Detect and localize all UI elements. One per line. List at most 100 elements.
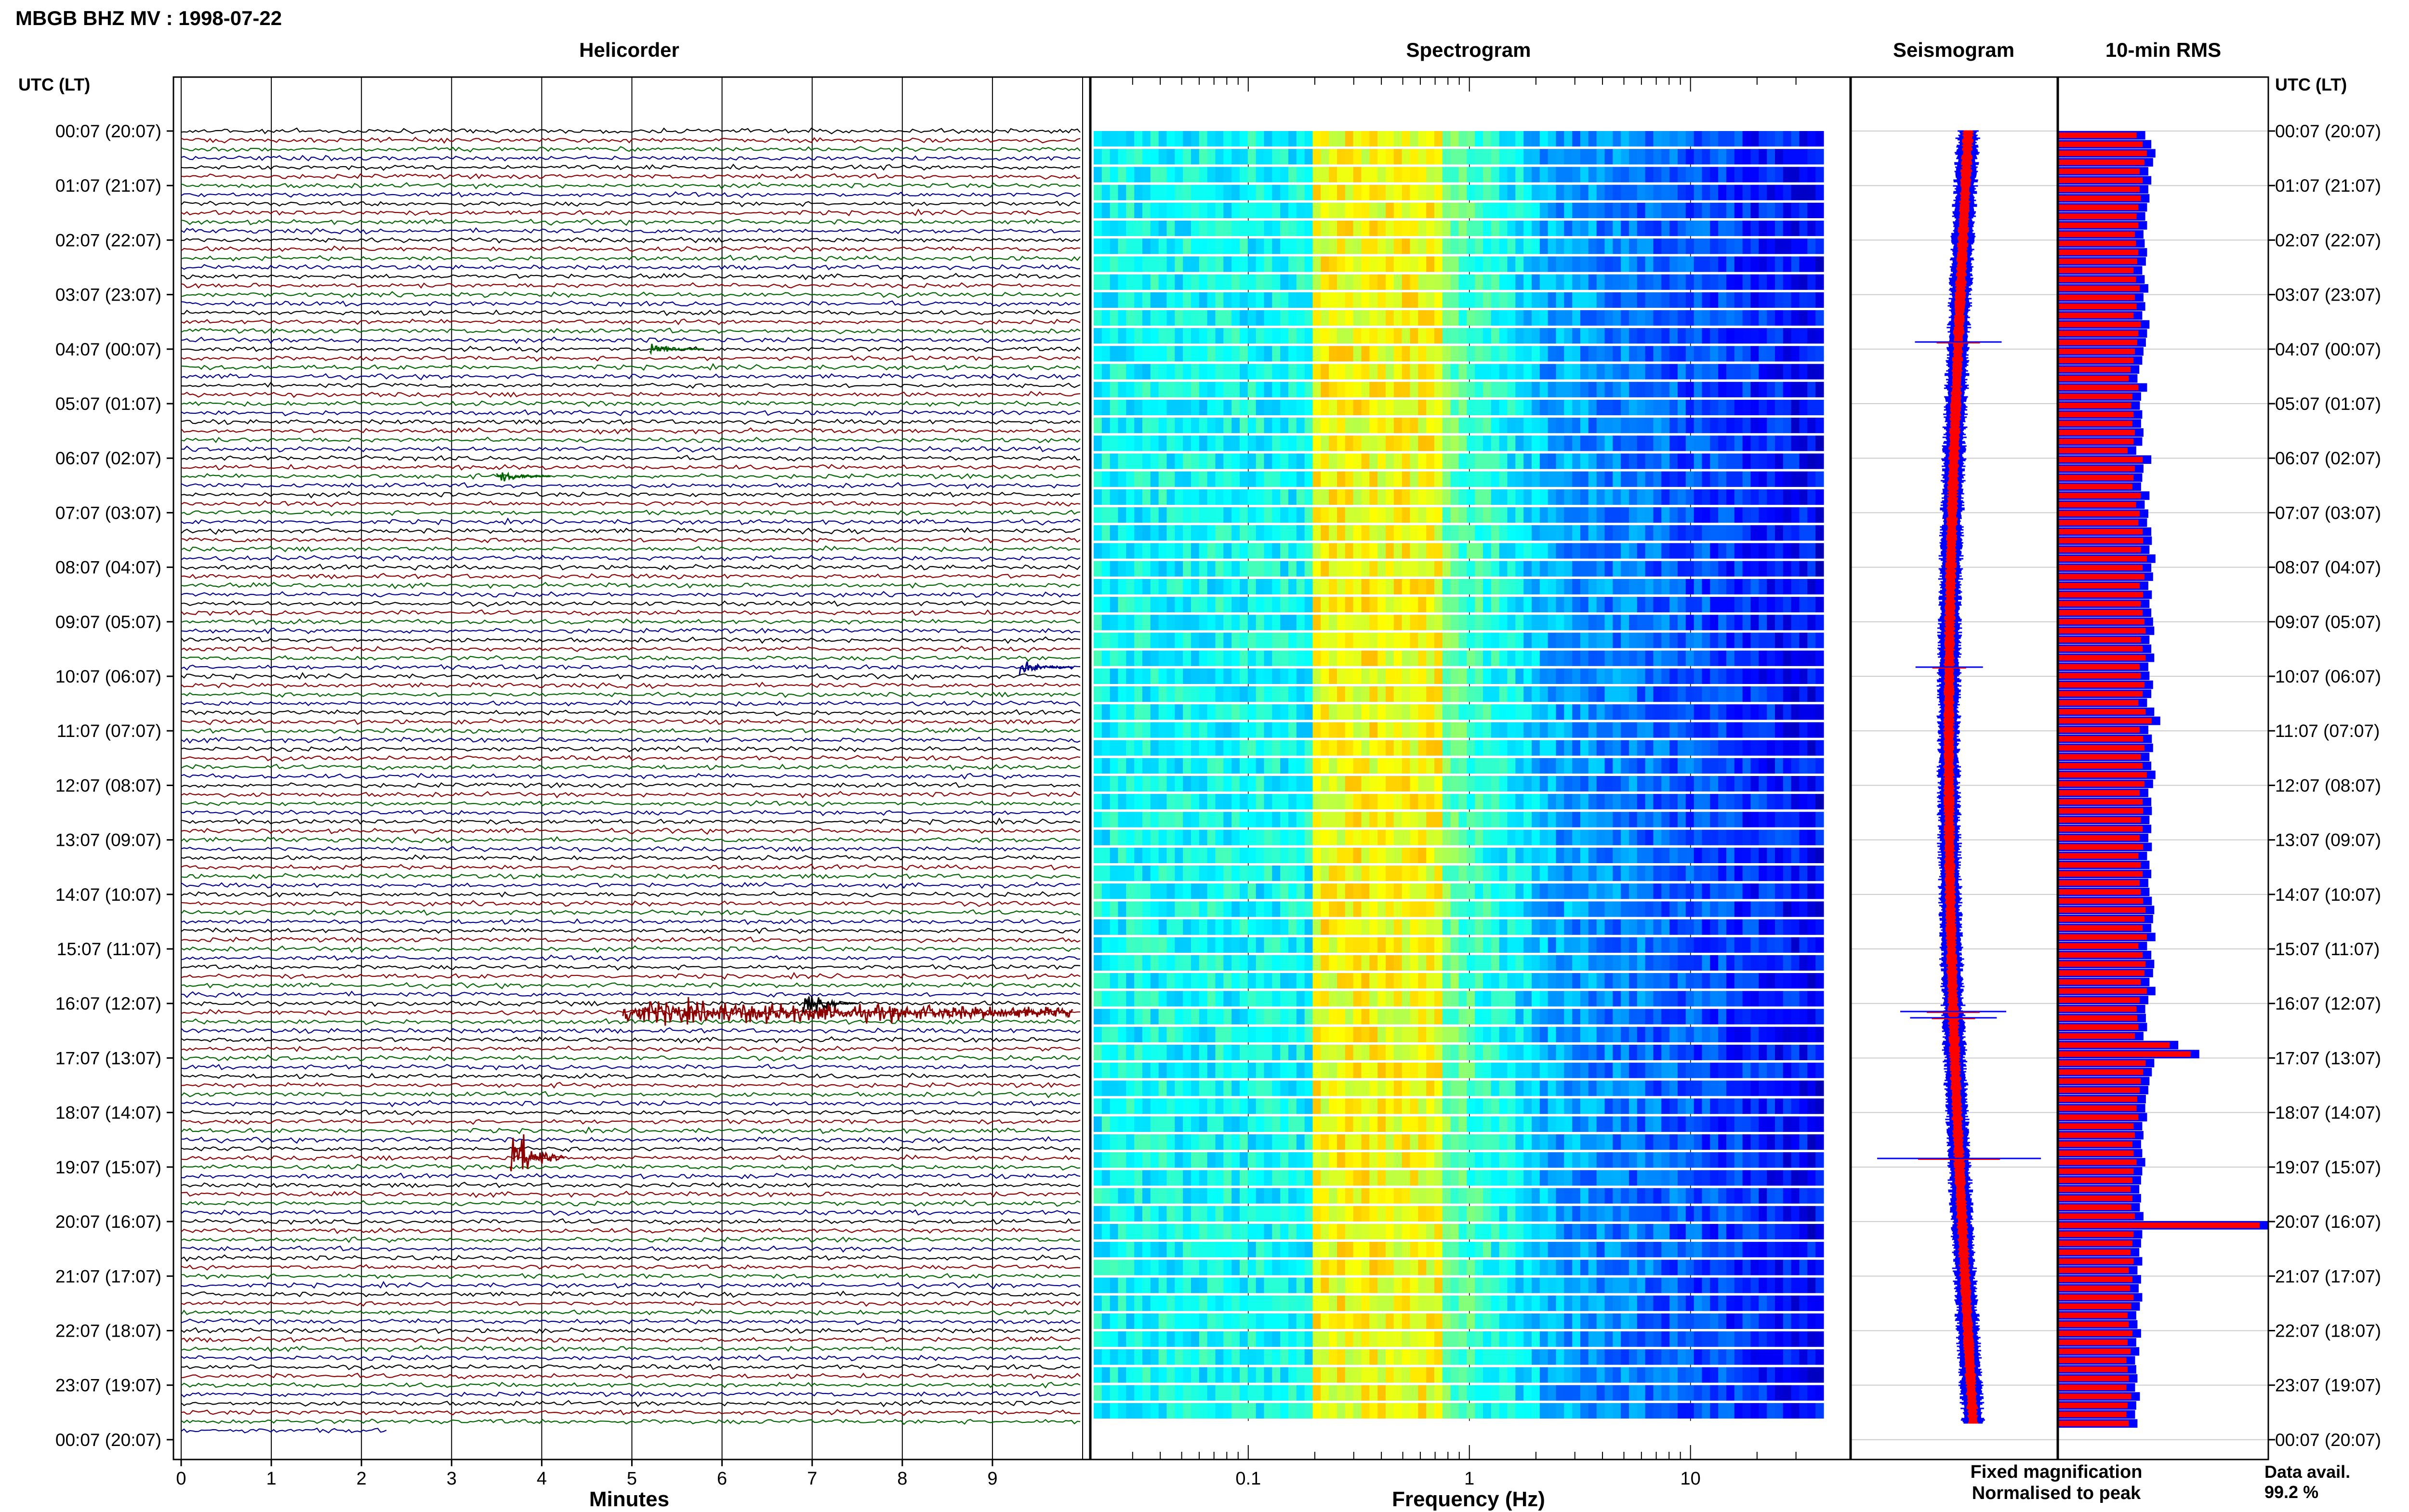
spectrogram-cell bbox=[1312, 561, 1321, 577]
spectrogram-cell bbox=[1564, 794, 1573, 810]
spectrogram-cell bbox=[1515, 686, 1524, 702]
spectrogram-cell bbox=[1361, 794, 1370, 810]
spectrogram-cell bbox=[1361, 686, 1370, 702]
spectrogram-cell bbox=[1726, 722, 1735, 738]
spectrogram-cell bbox=[1329, 686, 1337, 702]
spectrogram-cell bbox=[1791, 668, 1800, 684]
spectrogram-cell bbox=[1750, 776, 1759, 792]
spectrogram-cell bbox=[1288, 435, 1297, 451]
spectrogram-cell bbox=[1353, 256, 1362, 272]
spectrogram-cell bbox=[1767, 167, 1775, 183]
spectrogram-cell bbox=[1694, 507, 1703, 523]
spectrogram-cell bbox=[1613, 328, 1621, 344]
spectrogram-cell bbox=[1240, 184, 1248, 200]
spectrogram-cell bbox=[1386, 202, 1394, 218]
spectrogram-cell bbox=[1101, 1098, 1111, 1114]
spectrogram-cell bbox=[1483, 722, 1492, 738]
spectrogram-cell bbox=[1637, 829, 1646, 845]
spectrogram-cell bbox=[1572, 149, 1581, 165]
spectrogram-cell bbox=[1207, 381, 1216, 397]
spectrogram-cell bbox=[1215, 901, 1224, 917]
spectrogram-cell bbox=[1572, 866, 1581, 881]
spectrogram-cell bbox=[1150, 221, 1159, 237]
spectrogram-cell bbox=[1710, 758, 1719, 774]
spectrogram-cell bbox=[1450, 256, 1459, 272]
spectrogram-cell bbox=[1158, 991, 1167, 1007]
spectrogram-cell bbox=[1304, 812, 1313, 828]
spectrogram-cell bbox=[1312, 686, 1321, 702]
spectrogram-cell bbox=[1572, 1009, 1581, 1025]
spectrogram-cell bbox=[1280, 346, 1289, 362]
spectrogram-cell bbox=[1548, 901, 1557, 917]
spectrogram-cell bbox=[1759, 561, 1767, 577]
spectrogram-cell bbox=[1199, 1098, 1208, 1114]
spectrogram-cell bbox=[1458, 847, 1467, 863]
spectrogram-cell bbox=[1329, 149, 1337, 165]
spectrogram-cell bbox=[1272, 1080, 1281, 1096]
spectrogram-cell bbox=[1101, 1009, 1111, 1025]
spectrogram-cell bbox=[1410, 435, 1418, 451]
spectrogram-cell bbox=[1475, 489, 1483, 505]
spectrogram-cell bbox=[1142, 847, 1151, 863]
spectrogram-cell bbox=[1158, 776, 1167, 792]
spectrogram-cell bbox=[1791, 274, 1800, 290]
spectrogram-cell bbox=[1515, 310, 1524, 326]
spectrogram-cell bbox=[1759, 901, 1767, 917]
spectrogram-cell bbox=[1223, 561, 1232, 577]
spectrogram-cell bbox=[1694, 310, 1703, 326]
spectrogram-cell bbox=[1142, 1063, 1151, 1078]
spectrogram-cell bbox=[1588, 597, 1597, 613]
spectrogram-cell bbox=[1126, 758, 1135, 774]
spectrogram-cell bbox=[1337, 381, 1346, 397]
spectrogram-cell bbox=[1126, 274, 1135, 290]
spectrogram-cell bbox=[1337, 328, 1346, 344]
spectrogram-cell bbox=[1247, 794, 1257, 810]
spectrogram-cell bbox=[1467, 131, 1475, 147]
spectrogram-cell bbox=[1523, 256, 1532, 272]
spectrogram-cell bbox=[1110, 167, 1119, 183]
spectrogram-cell bbox=[1142, 310, 1151, 326]
spectrogram-cell bbox=[1734, 973, 1743, 989]
spectrogram-cell bbox=[1337, 632, 1346, 648]
spectrogram-cell bbox=[1256, 202, 1265, 218]
spectrogram-cell bbox=[1337, 1098, 1346, 1114]
spectrogram-cell bbox=[1515, 615, 1524, 631]
spectrogram-cell bbox=[1126, 292, 1135, 308]
spectrogram-cell bbox=[1158, 221, 1167, 237]
spectrogram-cell bbox=[1361, 829, 1370, 845]
spectrogram-cell bbox=[1207, 722, 1216, 738]
spectrogram-cell bbox=[1345, 453, 1354, 469]
spectrogram-cell bbox=[1126, 597, 1135, 613]
spectrogram-cell bbox=[1467, 543, 1475, 559]
spectrogram-cell bbox=[1166, 776, 1175, 792]
spectrogram-cell bbox=[1094, 364, 1102, 380]
spectrogram-cell bbox=[1450, 202, 1459, 218]
spectrogram-cell bbox=[1094, 202, 1102, 218]
spectrogram-cell bbox=[1231, 686, 1240, 702]
spectrogram-cell bbox=[1337, 919, 1346, 935]
spectrogram-cell bbox=[1678, 829, 1686, 845]
spectrogram-cell bbox=[1596, 1009, 1605, 1025]
spectrogram-cell bbox=[1329, 991, 1337, 1007]
spectrogram-cell bbox=[1215, 453, 1224, 469]
spectrogram-cell bbox=[1256, 525, 1265, 541]
spectrogram-cell bbox=[1199, 381, 1208, 397]
spectrogram-cell bbox=[1726, 1044, 1735, 1061]
spectrogram-cell bbox=[1539, 381, 1549, 397]
spectrogram-cell bbox=[1539, 847, 1549, 863]
spectrogram-cell bbox=[1742, 167, 1751, 183]
spectrogram-cell bbox=[1499, 399, 1508, 416]
spectrogram-cell bbox=[1604, 489, 1613, 505]
spectrogram-cell bbox=[1588, 776, 1597, 792]
spectrogram-cell bbox=[1166, 399, 1175, 416]
spectrogram-cell bbox=[1694, 632, 1703, 648]
spectrogram-cell bbox=[1523, 435, 1532, 451]
spectrogram-cell bbox=[1637, 561, 1646, 577]
spectrogram-cell bbox=[1580, 847, 1589, 863]
spectrogram-cell bbox=[1507, 650, 1516, 666]
spectrogram-cell bbox=[1126, 525, 1135, 541]
spectrogram-cell bbox=[1312, 615, 1321, 631]
spectrogram-cell bbox=[1791, 632, 1800, 648]
spectrogram-cell bbox=[1483, 1098, 1492, 1114]
spectrogram-cell bbox=[1280, 381, 1289, 397]
